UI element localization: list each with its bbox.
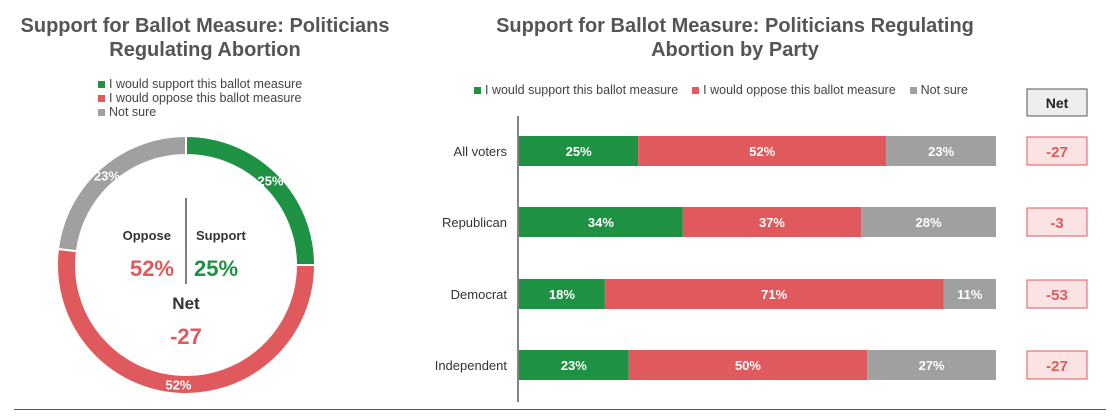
bar-chart-title: Support for Ballot Measure: Politicians … [496,15,974,61]
bar-label-all-voters-oppose: 52% [749,144,775,159]
bar-legend-label-not-sure: Not sure [920,83,968,97]
legend-swatch-support [98,80,105,88]
category-label-republican: Republican [442,215,507,230]
bar-label-independent-not-sure: 27% [919,358,945,373]
bar-legend-swatch-support [474,86,481,94]
net-box-independent [1026,350,1088,380]
bar-label-republican-oppose: 37% [759,215,785,230]
donut-oppose-label: Oppose [123,228,171,243]
bar-label-independent-support: 23% [561,358,587,373]
legend-swatch-not-sure [98,108,105,116]
net-value-democrat: -53 [1046,287,1068,304]
bar-label-democrat-support: 18% [549,287,575,302]
bar-independent-oppose [628,350,868,380]
category-label-all-voters: All voters [454,144,508,159]
legend-label-oppose: I would oppose this ballot measure [109,91,302,105]
bar-legend-label-oppose: I would oppose this ballot measure [703,83,896,97]
bottom-rule [14,409,1106,410]
donut-net-value: -27 [170,324,202,349]
bar-democrat-not-sure [943,279,996,309]
bar-democrat-support [519,279,605,309]
bar-legend-swatch-oppose [692,86,700,94]
donut-slice-support [185,134,317,266]
legend-swatch-oppose [98,94,105,102]
donut-slice-not-sure [56,134,187,253]
donut-slice-label-not-sure: 23% [94,168,120,183]
donut-net-label: Net [172,294,200,313]
legend-entry-not-sure: Not sure [98,105,302,119]
category-label-independent: Independent [435,358,508,373]
bar-label-all-voters-support: 25% [566,144,592,159]
category-label-democrat: Democrat [451,287,508,302]
bar-label-independent-oppose: 50% [735,358,761,373]
bar-label-democrat-oppose: 71% [761,287,787,302]
legend-label-not-sure: Not sure [109,105,157,119]
bar-legend-swatch-not-sure [909,86,917,94]
bar-republican-oppose [682,207,862,237]
donut-slice-label-support: 25% [257,174,283,189]
donut-oppose-value: 52% [130,256,174,281]
net-box-democrat [1026,279,1088,309]
bar-legend: I would support this ballot measure I wo… [474,83,982,97]
bar-label-democrat-not-sure: 11% [957,287,983,302]
donut-legend: I would support this ballot measure I wo… [98,77,302,119]
stacked-bar-chart: All voters 25% 52% 23% Republican 34% 37% 28% De… [435,116,996,402]
bar-republican-not-sure [861,207,996,237]
bar-all-voters-support [519,136,639,166]
legend-label-support: I would support this ballot measure [109,77,303,91]
legend-entry-support: I would support this ballot measure [98,77,302,91]
net-box-all-voters [1026,136,1088,166]
net-value-all-voters: -27 [1046,144,1068,161]
net-header-box [1026,88,1088,117]
bar-label-all-voters-not-sure: 23% [928,144,954,159]
donut-slice-label-oppose: 52% [165,377,191,392]
bar-label-republican-not-sure: 28% [916,215,942,230]
legend-entry-oppose: I would oppose this ballot measure [98,91,302,105]
donut-support-value: 25% [194,256,238,281]
bar-independent-not-sure [867,350,996,380]
donut-chart-title: Support for Ballot Measure: Politicians … [20,15,390,61]
bar-legend-entry-not-sure: Not sure [909,83,968,97]
net-box-republican [1026,207,1088,237]
net-value-republican: -3 [1050,215,1063,232]
net-column: -27 -3 -53 -27 [1026,136,1088,380]
bar-all-voters-not-sure [886,136,996,166]
bar-legend-entry-support: I would support this ballot measure [474,83,678,97]
bar-independent-support [519,350,629,380]
bar-legend-entry-oppose: I would oppose this ballot measure [692,83,896,97]
net-value-independent: -27 [1046,358,1068,375]
donut-support-label: Support [196,228,246,243]
bar-democrat-oppose [604,279,944,309]
bar-label-republican-support: 34% [588,215,614,230]
bar-republican-support [519,207,683,237]
net-header-label: Net [1046,95,1069,111]
bar-legend-label-support: I would support this ballot measure [485,83,679,97]
bar-all-voters-oppose [638,136,887,166]
donut-chart: 25% 52% 23% [56,134,317,395]
